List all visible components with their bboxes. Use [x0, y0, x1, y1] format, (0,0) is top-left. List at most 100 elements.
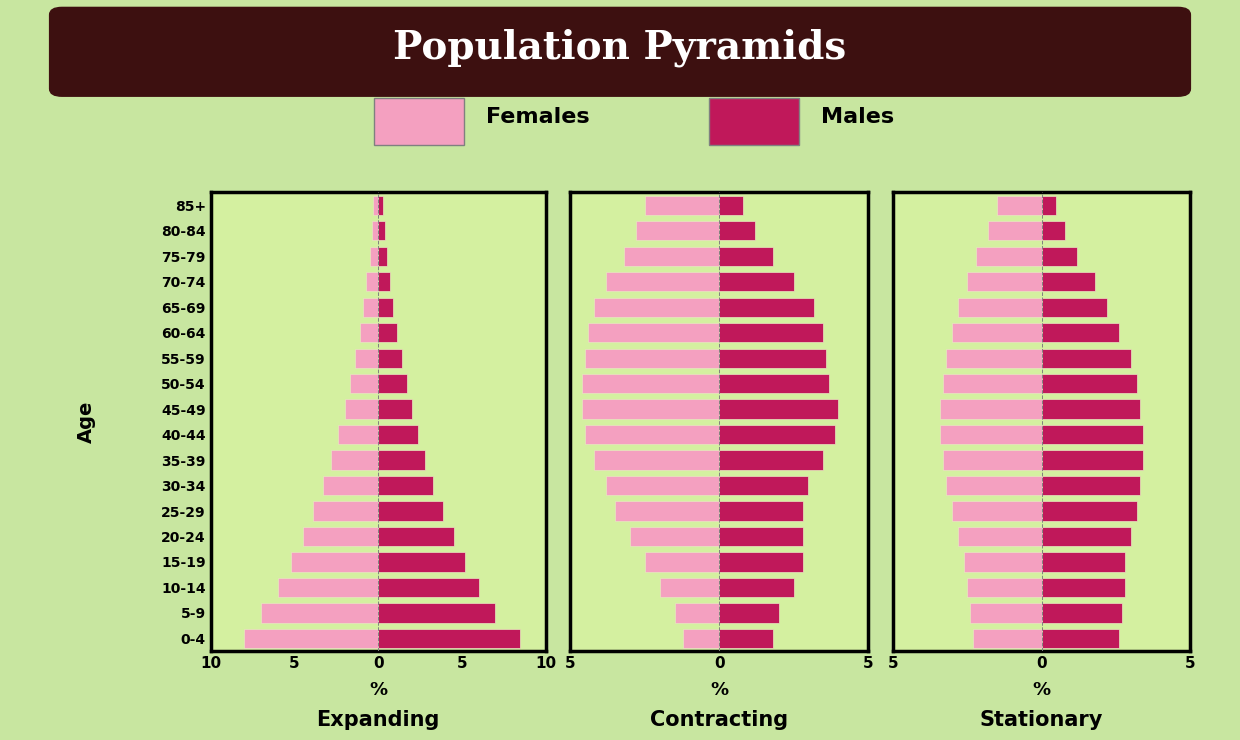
Bar	[350, 374, 378, 393]
Bar	[719, 221, 755, 240]
Bar	[303, 527, 378, 546]
Bar	[594, 451, 719, 470]
Bar	[976, 246, 1042, 266]
Bar	[1042, 246, 1078, 266]
Bar	[719, 297, 815, 317]
Bar	[585, 425, 719, 444]
Bar	[719, 502, 802, 520]
Bar	[967, 272, 1042, 291]
Bar	[719, 349, 826, 368]
Bar	[583, 400, 719, 419]
Bar	[940, 400, 1042, 419]
Text: %: %	[370, 681, 387, 699]
Bar	[1042, 297, 1107, 317]
Bar	[719, 603, 779, 622]
Bar	[615, 502, 719, 520]
Bar	[630, 527, 719, 546]
Bar	[1042, 527, 1131, 546]
Bar	[946, 476, 1042, 495]
Bar	[970, 603, 1042, 622]
Bar	[1042, 323, 1118, 342]
Bar	[331, 451, 378, 470]
Text: Expanding: Expanding	[316, 710, 440, 730]
Bar	[946, 349, 1042, 368]
Text: Males: Males	[821, 107, 894, 127]
Bar	[291, 553, 378, 571]
Bar	[378, 195, 383, 215]
Bar	[360, 323, 378, 342]
Bar	[278, 578, 378, 597]
Bar	[378, 578, 479, 597]
Bar	[719, 553, 802, 571]
Bar	[1042, 476, 1140, 495]
Bar	[1042, 603, 1122, 622]
FancyBboxPatch shape	[374, 98, 464, 145]
Bar	[973, 629, 1042, 648]
Bar	[719, 527, 802, 546]
Bar	[367, 272, 378, 291]
Bar	[967, 578, 1042, 597]
Text: Contracting: Contracting	[650, 710, 789, 730]
Bar	[583, 374, 719, 393]
Bar	[959, 297, 1042, 317]
Bar	[378, 553, 465, 571]
Bar	[675, 603, 719, 622]
Bar	[363, 297, 378, 317]
Text: %: %	[711, 681, 728, 699]
Bar	[378, 272, 389, 291]
Bar	[1042, 221, 1065, 240]
Bar	[719, 195, 743, 215]
Bar	[372, 221, 378, 240]
Bar	[719, 425, 836, 444]
Bar	[378, 451, 425, 470]
Bar	[719, 476, 808, 495]
Bar	[370, 246, 378, 266]
Bar	[944, 451, 1042, 470]
Bar	[378, 246, 387, 266]
Bar	[378, 603, 496, 622]
Bar	[952, 323, 1042, 342]
Text: Stationary: Stationary	[980, 710, 1104, 730]
Bar	[683, 629, 719, 648]
Bar	[378, 527, 454, 546]
Bar	[606, 272, 719, 291]
Text: Population Pyramids: Population Pyramids	[393, 29, 847, 67]
Bar	[940, 425, 1042, 444]
Bar	[594, 297, 719, 317]
Bar	[1042, 553, 1125, 571]
Bar	[373, 195, 378, 215]
Bar	[997, 195, 1042, 215]
Bar	[1042, 502, 1137, 520]
Bar	[719, 246, 773, 266]
Bar	[1042, 374, 1137, 393]
Bar	[355, 349, 378, 368]
Bar	[1042, 425, 1143, 444]
Bar	[1042, 451, 1143, 470]
Bar	[636, 221, 719, 240]
Bar	[645, 553, 719, 571]
Bar	[378, 221, 384, 240]
Bar	[588, 323, 719, 342]
Bar	[262, 603, 378, 622]
Bar	[378, 400, 412, 419]
Bar	[244, 629, 378, 648]
Bar	[378, 297, 393, 317]
Bar	[1042, 195, 1056, 215]
Bar	[378, 374, 407, 393]
Bar	[1042, 629, 1118, 648]
Bar	[378, 349, 402, 368]
Bar	[1042, 272, 1095, 291]
Bar	[965, 553, 1042, 571]
Text: Females: Females	[486, 107, 590, 127]
Bar	[322, 476, 378, 495]
Bar	[645, 195, 719, 215]
Bar	[944, 374, 1042, 393]
Bar	[952, 502, 1042, 520]
Bar	[585, 349, 719, 368]
Bar	[660, 578, 719, 597]
Bar	[719, 400, 838, 419]
Bar	[1042, 578, 1125, 597]
Bar	[719, 323, 823, 342]
Bar	[719, 629, 773, 648]
Bar	[312, 502, 378, 520]
